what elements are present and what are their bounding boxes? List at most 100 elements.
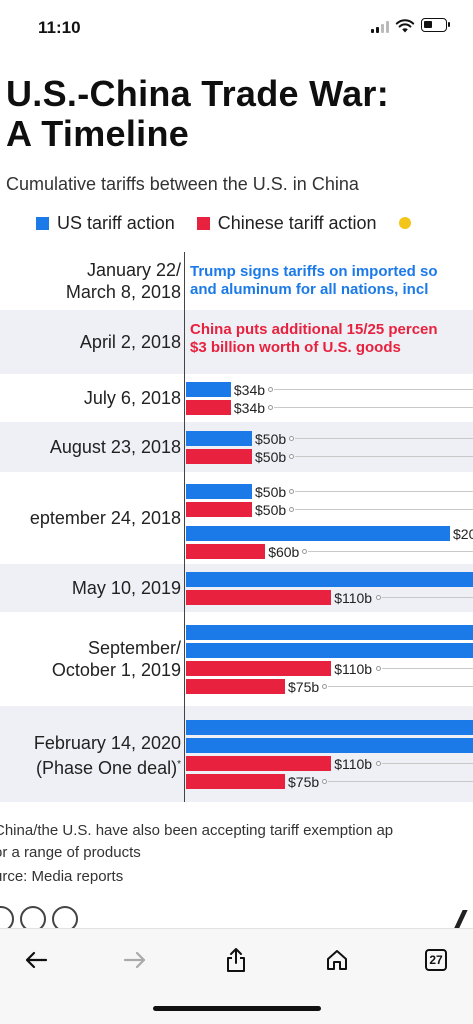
row-date-text: March 8, 2018 [65, 282, 181, 302]
us-tariff-bar [186, 430, 252, 446]
legend-label-us: US tariff action [57, 212, 175, 233]
us-tariff-bar [186, 737, 473, 753]
us-tariff-bar [186, 719, 473, 735]
timeline-row [0, 310, 473, 374]
back-arrow-icon [25, 951, 48, 969]
china-tariff-bar [186, 501, 252, 517]
leader-line [295, 455, 473, 457]
tabs-button[interactable]: 27 [416, 943, 456, 977]
event-description: and aluminum for all nations, incl [190, 281, 429, 298]
row-date-text: (Phase One deal)* [36, 758, 181, 778]
leader-dot [289, 435, 294, 441]
footnote-line-1: China/the U.S. have also been accepting … [0, 822, 394, 839]
statista-logo-icon [453, 910, 473, 928]
row-date-text: January 22/ [86, 260, 181, 280]
bar-value-label: $75b [288, 678, 320, 695]
china-tariff-bar [186, 399, 231, 415]
leader-line [382, 667, 473, 669]
leader-dot [376, 594, 382, 600]
leader-line [295, 490, 473, 492]
bar-value-label: $200b [453, 525, 473, 542]
status-bar: 11:10 [0, 0, 473, 56]
bar-value-label: $50b [255, 483, 287, 500]
row-date-label: July 6, 2018 [84, 387, 181, 409]
wifi-icon [395, 19, 415, 33]
legend-swatch-china [196, 216, 210, 230]
bar-value-label: $34b [233, 399, 266, 416]
row-date-label: February 14, 2020 (Phase One deal)* [34, 732, 181, 779]
china-tariff-bar [186, 755, 332, 771]
row-date-text: eptember 24, 2018 [29, 508, 181, 528]
cellular-signal-icon [371, 21, 389, 33]
page-title: U.S.-China Trade War: A Timeline [6, 74, 389, 154]
leader-line [273, 406, 473, 408]
row-date-label: January 22/March 8, 2018 [66, 259, 181, 303]
no-derivatives-icon [52, 906, 78, 928]
row-date-label: September/October 1, 2019 [52, 637, 181, 681]
china-tariff-bar [186, 678, 285, 694]
forward-button[interactable] [115, 943, 155, 977]
bar-value-label: $50b [255, 501, 287, 518]
leader-line [328, 780, 473, 782]
license-icons [0, 906, 78, 928]
bar-value-label: $75b [288, 773, 320, 790]
home-button[interactable] [317, 943, 357, 977]
leader-dot [322, 683, 327, 689]
row-date-label: eptember 24, 2018 [30, 507, 181, 529]
source-note: urce: Media reports [0, 868, 124, 885]
event-description: $3 billion worth of U.S. goods [190, 339, 401, 356]
title-line-1: U.S.-China Trade War: [6, 73, 390, 114]
china-tariff-bar [186, 773, 285, 789]
china-tariff-bar [186, 660, 332, 676]
leader-dot [289, 453, 294, 459]
legend-item-china: Chinese tariff action [196, 212, 377, 234]
share-button[interactable] [216, 943, 256, 977]
row-date-label: April 2, 2018 [80, 331, 181, 353]
leader-dot [267, 404, 273, 410]
bar-value-label: $110b [334, 755, 373, 772]
legend-label-china: Chinese tariff action [217, 212, 377, 233]
leader-dot [289, 488, 294, 494]
timeline-row [0, 374, 473, 422]
legend-item-us: US tariff action [36, 213, 175, 234]
forward-arrow-icon [123, 951, 146, 969]
row-date-text: August 23, 2018 [49, 437, 181, 457]
leader-dot [267, 386, 273, 392]
leader-dot [322, 778, 327, 784]
leader-dot [302, 548, 308, 554]
us-tariff-bar [186, 381, 231, 397]
creative-commons-icon [0, 906, 14, 928]
us-tariff-bar [186, 483, 252, 499]
attribution-icon [20, 906, 46, 928]
share-icon [227, 948, 245, 972]
china-tariff-bar [186, 543, 266, 559]
leader-line [295, 437, 473, 439]
article-content[interactable]: U.S.-China Trade War: A Timeline Cumulat… [0, 56, 473, 928]
leader-line [382, 762, 473, 764]
leader-line [308, 550, 473, 552]
bar-value-label: $50b [255, 448, 287, 465]
event-description: China puts additional 15/25 percen [190, 321, 438, 338]
bar-value-label: $50b [255, 430, 287, 447]
chart-subtitle: Cumulative tariffs between the U.S. in C… [6, 174, 359, 194]
battery-icon [421, 18, 450, 32]
row-date-text: May 10, 2019 [71, 578, 181, 598]
us-tariff-bar [186, 642, 473, 658]
status-time: 11:10 [38, 18, 81, 37]
back-button[interactable] [16, 943, 56, 977]
bar-value-label: $110b [334, 589, 373, 606]
us-tariff-bar [186, 571, 473, 587]
row-date-text: July 6, 2018 [83, 388, 181, 408]
row-date-label: August 23, 2018 [50, 436, 181, 458]
footnote-line-2: or a range of products [0, 844, 141, 861]
us-tariff-bar [186, 624, 473, 640]
leader-line [328, 685, 473, 687]
timeline-axis [184, 252, 185, 802]
chart-legend: US tariff action Chinese tariff action [36, 212, 411, 234]
legend-swatch-us [36, 216, 49, 230]
timeline-row [0, 252, 473, 310]
bar-value-label: $34b [233, 381, 266, 398]
bar-value-label: $60b [268, 543, 300, 560]
row-date-label: May 10, 2019 [72, 577, 181, 599]
row-date-text: September/ [87, 638, 181, 658]
